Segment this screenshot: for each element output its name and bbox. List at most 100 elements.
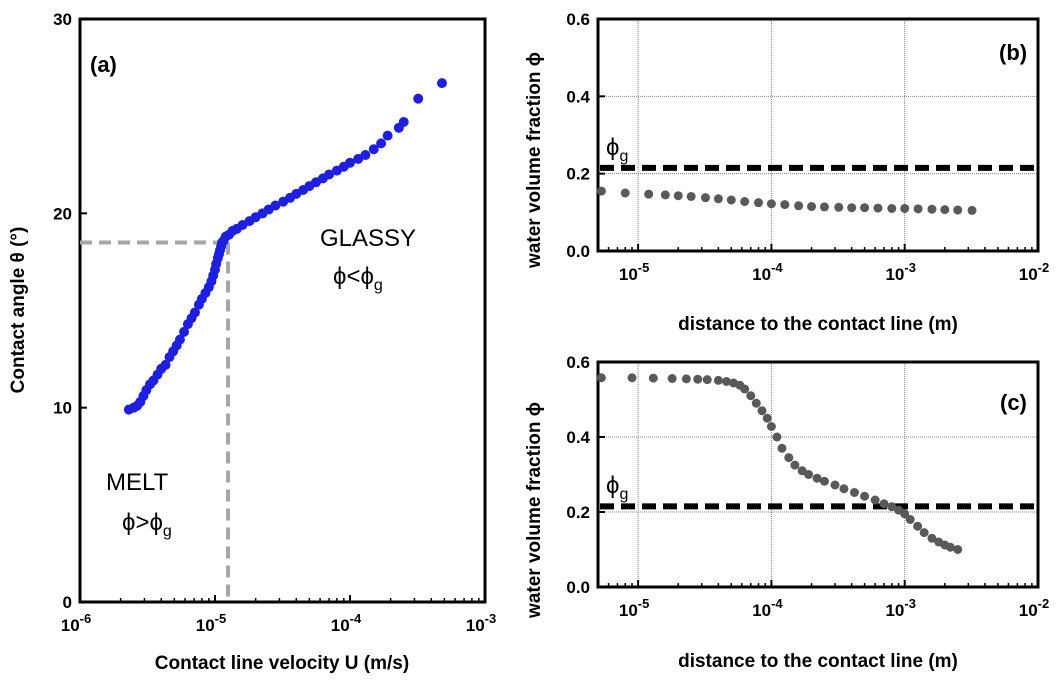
c-data-point: [721, 377, 731, 386]
melt-relation-sub: g: [163, 523, 172, 540]
a-data-point: [360, 150, 371, 161]
melt-label: MELT: [106, 469, 169, 496]
a-data-point: [270, 200, 281, 211]
a-x-tick-base: 10: [331, 616, 350, 635]
c-data-point: [839, 484, 849, 494]
panel-a-guide-lines: [80, 240, 231, 602]
panel-b-frame: [596, 17, 1040, 253]
c-y-tick-label: 0.2: [566, 503, 590, 522]
b-data-point: [596, 186, 606, 196]
c-data-point: [784, 453, 794, 463]
panel-b-phi-g-sub: g: [619, 148, 628, 165]
c-data-point: [879, 499, 889, 509]
panel-a-label: (a): [90, 52, 117, 77]
b-x-tick-base: 10: [619, 265, 638, 284]
a-data-point: [160, 359, 171, 370]
panel-b-x-axis-title: distance to the contact line (m): [678, 314, 958, 335]
c-data-point: [849, 488, 859, 497]
c-data-point: [713, 375, 723, 385]
panel-c-label: (c): [1000, 390, 1027, 415]
panel-c-grid: [598, 362, 1038, 587]
panel-b-y-ticks: 0.0 0.2 0.4 0.6: [566, 10, 605, 261]
panel-c-phi-g-label: ϕg: [606, 472, 628, 503]
b-data-point: [780, 200, 790, 210]
c-data-point: [945, 542, 955, 552]
b-x-tick-base: 10: [885, 265, 904, 284]
b-data-point: [967, 205, 977, 215]
panel-b-x-ticks: 10-5 10-4 10-3 10-2: [607, 244, 1049, 284]
b-data-point: [644, 189, 654, 199]
c-data-point: [790, 460, 800, 470]
panel-b-grid: [598, 19, 1038, 251]
b-data-point: [887, 203, 897, 213]
panel-b-points: [596, 186, 977, 215]
panel-c-frame: [596, 360, 1040, 589]
glassy-relation-sub: g: [374, 277, 383, 294]
b-data-point: [807, 202, 817, 212]
b-x-tick-label: 10-4: [752, 260, 783, 284]
a-data-point: [345, 157, 355, 168]
melt-relation-main: ϕ>ϕ: [122, 509, 163, 536]
a-x-tick-label: 10-6: [61, 611, 91, 635]
c-data-point: [900, 509, 910, 519]
c-data-point: [667, 374, 677, 383]
c-x-tick-exponent: -2: [1038, 596, 1050, 611]
b-data-point: [726, 195, 736, 205]
b-x-tick-exponent: -5: [638, 260, 650, 275]
c-data-point: [596, 373, 606, 383]
glassy-label: GLASSY: [320, 225, 416, 252]
c-x-tick-exponent: -4: [771, 596, 783, 611]
panel-b-label: (b): [999, 40, 1027, 65]
a-data-point: [368, 144, 379, 155]
c-data-point: [887, 502, 897, 512]
a-data-point: [376, 138, 387, 149]
c-data-point: [913, 521, 923, 531]
b-data-point: [673, 191, 683, 201]
c-data-point: [927, 533, 937, 543]
c-y-tick-label: 0.4: [566, 428, 590, 447]
c-x-tick-base: 10: [619, 601, 638, 620]
panel-c-x-axis-title: distance to the contact line (m): [678, 651, 958, 672]
c-x-tick-label: 10-3: [885, 596, 915, 620]
panel-c-y-ticks: 0.0 0.2 0.4 0.6: [566, 353, 605, 597]
a-data-point: [382, 130, 393, 141]
c-data-point: [812, 473, 822, 483]
b-data-point: [686, 191, 696, 201]
c-x-tick-label: 10-2: [1019, 596, 1049, 620]
b-y-tick-label: 0.2: [566, 165, 590, 184]
panel-c: 0.00.20.40.6 10-5 10-4 10-3 10-2 (c) ϕg dis…: [524, 353, 1049, 672]
c-x-tick-exponent: -3: [904, 596, 916, 611]
c-data-point: [905, 515, 915, 524]
c-x-tick-base: 10: [1019, 601, 1038, 620]
c-x-tick-base: 10: [752, 601, 771, 620]
c-x-tick-exponent: -5: [638, 596, 650, 611]
b-x-tick-label: 10-3: [885, 260, 915, 284]
c-data-point: [751, 398, 761, 408]
a-y-tick-label: 10: [53, 399, 72, 418]
c-data-point: [870, 495, 880, 505]
panel-c-y-axis-title: water volume fraction ϕ: [524, 402, 545, 619]
b-x-tick-base: 10: [752, 265, 771, 284]
a-x-tick-exponent: -6: [80, 611, 92, 626]
b-x-tick-exponent: -4: [771, 260, 783, 275]
a-data-point: [189, 307, 200, 318]
a-data-point: [436, 78, 447, 89]
b-data-point: [660, 190, 670, 200]
c-data-point: [693, 374, 703, 384]
a-y-tick-label: 20: [53, 204, 72, 223]
c-data-point: [648, 373, 658, 383]
glassy-relation: ϕ<ϕg: [333, 263, 383, 294]
c-data-point: [762, 413, 772, 423]
panel-b-phi-g-label: ϕg: [606, 134, 628, 165]
panel-a-frame: [78, 17, 487, 604]
b-data-point: [620, 188, 630, 198]
b-data-point: [740, 197, 750, 207]
a-x-tick-label: 10-5: [196, 611, 226, 635]
a-x-tick-base: 10: [196, 616, 215, 635]
a-x-tick-exponent: -5: [215, 611, 227, 626]
b-data-point: [873, 203, 883, 213]
c-data-point: [804, 470, 814, 479]
a-y-tick-label: 30: [53, 10, 72, 29]
